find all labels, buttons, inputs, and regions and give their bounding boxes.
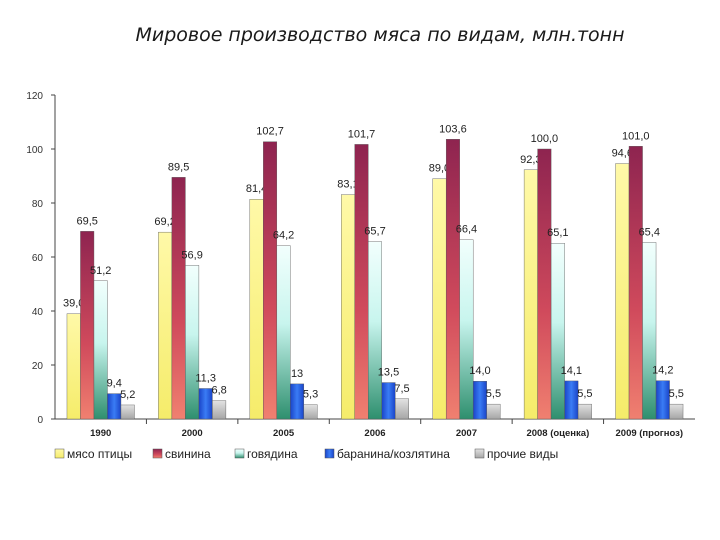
data-label: 101,7 (348, 128, 376, 140)
bar (669, 403, 684, 420)
data-label: 101,0 (622, 130, 650, 142)
bar (395, 398, 409, 420)
x-tick-label: 2006 (364, 428, 385, 439)
bar (381, 382, 396, 420)
bar (459, 239, 474, 420)
y-tick-label: 80 (32, 199, 44, 210)
bar (185, 265, 200, 420)
bar (341, 194, 355, 420)
legend-swatch (152, 448, 163, 459)
bar (120, 404, 135, 420)
data-label: 64,2 (273, 230, 294, 242)
legend-swatch (474, 448, 485, 459)
data-label: 9,4 (107, 378, 122, 390)
data-label: 89,5 (168, 161, 189, 173)
data-label: 6,8 (211, 385, 226, 397)
bar (432, 178, 447, 420)
data-label: 5,5 (669, 388, 684, 400)
data-label: 94,6 (612, 148, 633, 160)
data-label: 5,3 (303, 389, 318, 401)
data-label: 100,0 (531, 133, 559, 145)
bar (523, 169, 538, 420)
bar (171, 177, 186, 420)
data-label: 14,2 (652, 365, 673, 377)
bar (303, 404, 318, 420)
bar (198, 388, 213, 420)
y-tick-label: 60 (32, 253, 44, 264)
bar (368, 241, 382, 420)
bar (445, 139, 460, 420)
data-label: 81,4 (246, 183, 267, 195)
bar (107, 393, 122, 420)
data-label: 14,0 (469, 365, 490, 377)
bar (628, 146, 643, 420)
bar (249, 199, 264, 420)
bar (80, 231, 95, 420)
bar (290, 383, 305, 420)
data-label: 69,5 (77, 215, 98, 227)
bar (486, 403, 501, 420)
x-tick-label: 2009 (прогноз) (616, 428, 684, 439)
data-label: 89,0 (429, 163, 450, 175)
y-tick-label: 0 (37, 415, 43, 426)
y-tick-label: 40 (32, 307, 44, 318)
bar (550, 243, 565, 420)
data-label: 83,1 (337, 179, 358, 191)
bar (655, 380, 670, 420)
data-label: 5,5 (486, 388, 501, 400)
bar (642, 242, 657, 420)
plot-area: 0 20 40 60 80 100 120 1990 39,0 69,5 51,2 9,45,2 200… (26, 91, 695, 439)
bar (577, 403, 592, 420)
chart-title: Мировое производство мяса по видам, млн.… (135, 24, 624, 46)
data-label: 13,5 (378, 367, 399, 379)
data-label: 51,2 (90, 265, 111, 277)
bar (263, 141, 278, 420)
data-label: 92,3 (520, 154, 541, 166)
data-label: 65,4 (639, 226, 660, 238)
data-label: 69,2 (154, 216, 175, 228)
bar (93, 280, 108, 420)
legend-swatch (54, 448, 65, 459)
legend-swatch (234, 448, 245, 459)
y-tick-label: 20 (32, 361, 44, 372)
data-label: 102,7 (256, 126, 284, 138)
x-tick-label: 1990 (90, 428, 111, 439)
data-label: 39,0 (63, 298, 84, 310)
legend: мясо птицы свинина говядина баранина/козлят… (54, 447, 558, 461)
data-label: 11,3 (195, 372, 216, 384)
data-label: 14,1 (561, 365, 582, 377)
data-label: 65,1 (547, 227, 568, 239)
data-label: 66,4 (456, 224, 477, 236)
legend-label: говядина (247, 447, 298, 461)
x-tick-label: 2007 (456, 428, 477, 439)
legend-swatch (324, 448, 335, 459)
legend-label: прочие виды (487, 447, 558, 461)
data-label: 56,9 (181, 249, 202, 261)
bar (354, 144, 369, 420)
legend-label: мясо птицы (67, 447, 132, 461)
legend-label: баранина/козлятина (337, 447, 450, 461)
x-tick-label: 2008 (оценка) (526, 428, 589, 439)
data-label: 7,5 (394, 383, 409, 395)
bar (615, 163, 630, 420)
bar (537, 148, 552, 420)
bar (472, 381, 487, 420)
bar (158, 231, 173, 420)
x-tick-label: 2005 (273, 428, 295, 439)
data-label: 13 (291, 368, 303, 380)
y-tick-label: 100 (26, 145, 43, 156)
data-label: 65,7 (364, 226, 385, 238)
bar (212, 400, 227, 420)
bar (66, 313, 81, 420)
bar (564, 380, 579, 420)
data-label: 103,6 (439, 123, 467, 135)
x-tick-label: 2000 (182, 428, 203, 439)
data-label: 5,5 (577, 388, 592, 400)
legend-label: свинина (165, 447, 211, 461)
bar (276, 245, 291, 420)
y-tick-label: 120 (26, 91, 43, 102)
data-label: 5,2 (120, 389, 135, 401)
